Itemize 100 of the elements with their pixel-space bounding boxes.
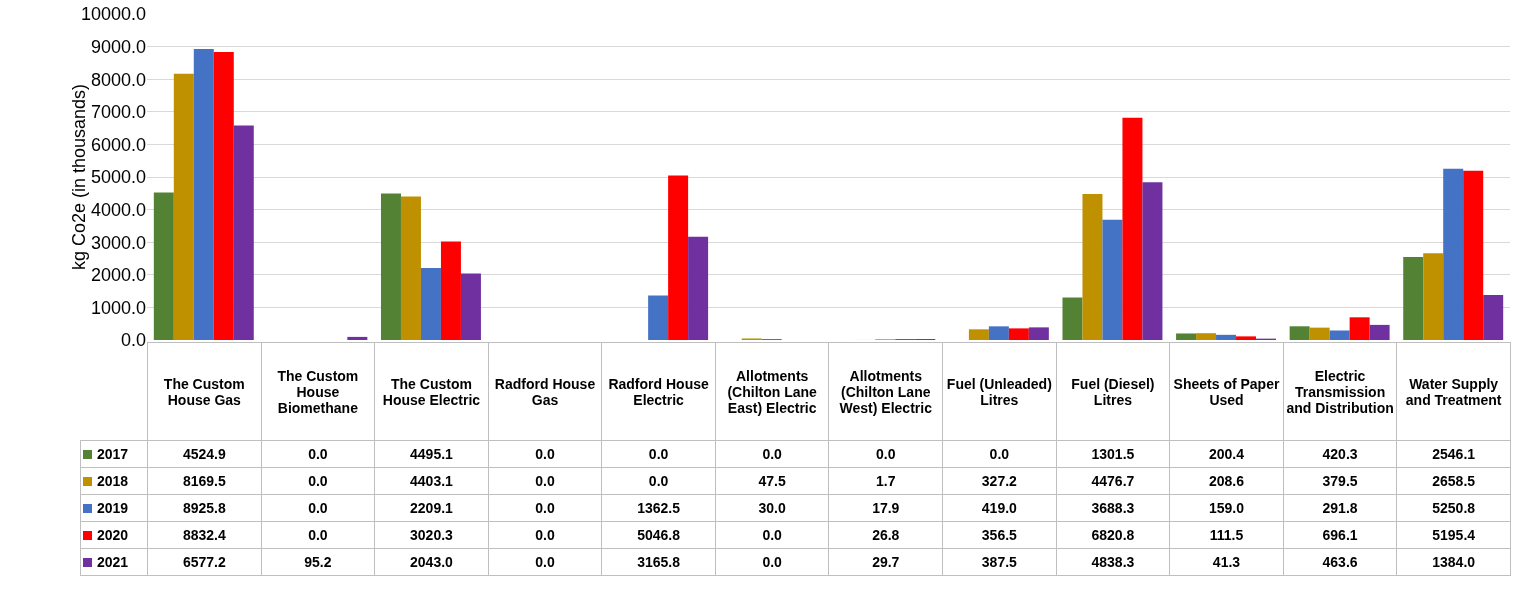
bar [1008, 328, 1029, 340]
data-label: 291.8 [1283, 494, 1397, 522]
x-tick-label: Sheets of Paper Used [1169, 342, 1284, 441]
y-axis-title: kg Co2e (in thousands) [68, 83, 89, 271]
bar [1142, 182, 1163, 340]
bar [968, 329, 989, 340]
bar [1289, 326, 1310, 340]
bar [400, 196, 421, 340]
data-label: 1.7 [828, 467, 943, 495]
bar [1062, 297, 1083, 340]
data-label: 420.3 [1283, 440, 1397, 468]
bar [1463, 170, 1484, 340]
data-label: 8925.8 [147, 494, 262, 522]
legend-label: 2018 [80, 467, 148, 495]
data-label: 29.7 [828, 548, 943, 576]
legend-label: 2017 [80, 440, 148, 468]
bar [1216, 334, 1237, 340]
x-tick-label: The Custom House Biomethane [261, 342, 375, 441]
bar [1028, 327, 1049, 340]
data-label: 0.0 [601, 467, 716, 495]
data-label: 0.0 [261, 440, 375, 468]
data-label: 26.8 [828, 521, 943, 549]
x-tick-label: The Custom House Electric [374, 342, 489, 441]
data-label: 2043.0 [374, 548, 489, 576]
bar [1196, 333, 1217, 340]
data-label: 1362.5 [601, 494, 716, 522]
data-label: 4495.1 [374, 440, 489, 468]
data-label: 0.0 [261, 521, 375, 549]
y-tick-label: 8000.0 [90, 69, 146, 90]
data-label: 0.0 [261, 494, 375, 522]
x-tick-label: Electric Transmission and Distribution [1283, 342, 1397, 441]
bar [153, 192, 174, 340]
data-label: 0.0 [715, 521, 829, 549]
data-label: 8832.4 [147, 521, 262, 549]
y-tick-label: 7000.0 [90, 102, 146, 123]
data-label: 387.5 [942, 548, 1057, 576]
data-label: 30.0 [715, 494, 829, 522]
data-label: 200.4 [1169, 440, 1284, 468]
x-tick-label: Water Supply and Treatment [1396, 342, 1511, 441]
bar [1082, 194, 1103, 340]
data-label: 0.0 [488, 494, 602, 522]
data-label: 463.6 [1283, 548, 1397, 576]
data-label: 0.0 [488, 467, 602, 495]
x-tick-label: Fuel (Unleaded) Litres [942, 342, 1057, 441]
x-tick-label: Allotments (Chilton Lane West) Electric [828, 342, 943, 441]
bar [668, 175, 689, 340]
data-label: 2546.1 [1396, 440, 1511, 468]
bar [440, 241, 461, 340]
legend-label: 2020 [80, 521, 148, 549]
bar [460, 273, 481, 340]
data-label: 0.0 [942, 440, 1057, 468]
y-tick-label: 9000.0 [90, 36, 146, 57]
y-tick-label: 0.0 [120, 330, 146, 351]
data-label: 696.1 [1283, 521, 1397, 549]
data-label: 0.0 [601, 440, 716, 468]
data-label: 3020.3 [374, 521, 489, 549]
data-label: 0.0 [488, 521, 602, 549]
data-label: 1301.5 [1056, 440, 1170, 468]
data-label: 0.0 [828, 440, 943, 468]
y-tick-label: 2000.0 [90, 265, 146, 286]
bar [1122, 117, 1143, 340]
data-label: 1384.0 [1396, 548, 1511, 576]
data-label: 5195.4 [1396, 521, 1511, 549]
bar [233, 125, 254, 340]
data-label: 5250.8 [1396, 494, 1511, 522]
data-label: 2658.5 [1396, 467, 1511, 495]
bar [1369, 324, 1390, 340]
data-label: 0.0 [261, 467, 375, 495]
data-label: 8169.5 [147, 467, 262, 495]
y-tick-label: 4000.0 [90, 199, 146, 220]
x-tick-label: The Custom House Gas [147, 342, 262, 441]
data-label: 47.5 [715, 467, 829, 495]
data-label: 208.6 [1169, 467, 1284, 495]
bar [1443, 168, 1464, 340]
data-label: 41.3 [1169, 548, 1284, 576]
legend-label: 2021 [80, 548, 148, 576]
bar [380, 193, 401, 340]
data-label: 95.2 [261, 548, 375, 576]
bar [1236, 336, 1257, 340]
bar [1483, 294, 1504, 340]
bar [1329, 330, 1350, 340]
data-label: 2209.1 [374, 494, 489, 522]
data-label: 4476.7 [1056, 467, 1170, 495]
data-label: 6820.8 [1056, 521, 1170, 549]
bar [213, 52, 234, 340]
bar [1102, 219, 1123, 340]
bar [648, 295, 669, 340]
data-label: 327.2 [942, 467, 1057, 495]
bar [173, 73, 194, 340]
data-label: 4838.3 [1056, 548, 1170, 576]
data-label: 5046.8 [601, 521, 716, 549]
x-tick-label: Radford House Gas [488, 342, 602, 441]
x-tick-label: Allotments (Chilton Lane East) Electric [715, 342, 829, 441]
x-tick-label: Fuel (Diesel) Litres [1056, 342, 1170, 441]
data-label: 4403.1 [374, 467, 489, 495]
data-label: 0.0 [715, 440, 829, 468]
y-tick-label: 5000.0 [90, 167, 146, 188]
bar [1349, 317, 1370, 340]
y-tick-label: 6000.0 [90, 134, 146, 155]
data-label: 3165.8 [601, 548, 716, 576]
